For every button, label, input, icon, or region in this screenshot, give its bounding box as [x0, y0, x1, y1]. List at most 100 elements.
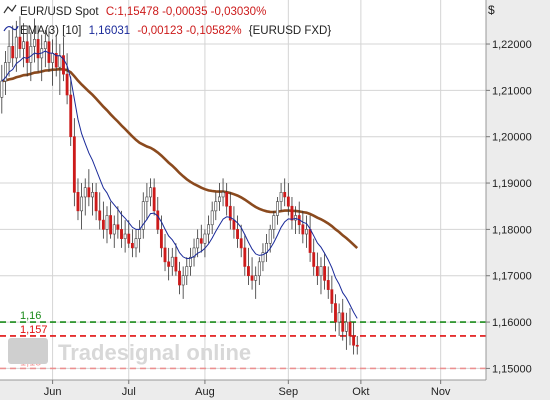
candle-down[interactable]: [178, 270, 181, 286]
candle-down[interactable]: [69, 94, 73, 138]
candle-up[interactable]: [43, 41, 47, 49]
candle-up[interactable]: [80, 196, 84, 212]
candle-down[interactable]: [301, 224, 305, 235]
candle-down[interactable]: [334, 303, 337, 323]
candle-down[interactable]: [127, 233, 131, 244]
candle-up[interactable]: [276, 201, 279, 216]
candle-up[interactable]: [14, 36, 18, 59]
candle-up[interactable]: [29, 46, 33, 63]
candle-up[interactable]: [221, 192, 225, 198]
candle-down[interactable]: [247, 266, 250, 277]
candle-down[interactable]: [348, 321, 352, 337]
candle-down[interactable]: [352, 335, 356, 346]
candle-down[interactable]: [355, 344, 359, 347]
candle-up[interactable]: [188, 256, 192, 267]
candle-up[interactable]: [218, 196, 221, 202]
candle-down[interactable]: [101, 219, 105, 230]
candle-up[interactable]: [51, 52, 55, 63]
candle-up[interactable]: [7, 46, 11, 63]
candle-down[interactable]: [312, 252, 316, 267]
legend-indicator-value: 1,16031: [89, 25, 131, 37]
candle-down[interactable]: [290, 205, 294, 221]
candle-down[interactable]: [65, 73, 69, 96]
candle-down[interactable]: [25, 41, 29, 63]
candle-up[interactable]: [138, 229, 142, 239]
candle-up[interactable]: [344, 321, 348, 332]
candle-up[interactable]: [4, 62, 7, 82]
candle-down[interactable]: [174, 256, 178, 272]
ema-short-line[interactable]: [1, 50, 358, 319]
candle-up[interactable]: [207, 224, 210, 235]
candle-up[interactable]: [214, 201, 218, 212]
candle-up[interactable]: [185, 266, 189, 277]
candle-down[interactable]: [341, 312, 345, 332]
candle-up[interactable]: [22, 41, 25, 49]
candle-down[interactable]: [72, 136, 76, 193]
candle-down[interactable]: [94, 192, 98, 212]
candle-down[interactable]: [98, 210, 102, 221]
candle-down[interactable]: [76, 192, 80, 212]
candle-up[interactable]: [145, 196, 149, 202]
candle-up[interactable]: [261, 252, 265, 263]
candle-down[interactable]: [156, 210, 160, 230]
candle-up[interactable]: [58, 55, 62, 68]
candle-up[interactable]: [196, 238, 200, 249]
candle-down[interactable]: [286, 196, 290, 207]
candle-up[interactable]: [203, 233, 207, 244]
candle-down[interactable]: [130, 242, 134, 249]
candle-up[interactable]: [294, 215, 298, 221]
candle-down[interactable]: [159, 229, 163, 249]
candle-up[interactable]: [0, 80, 4, 98]
candle-down[interactable]: [323, 266, 327, 281]
candle-down[interactable]: [87, 187, 91, 198]
candle-up[interactable]: [123, 233, 127, 239]
candle-up[interactable]: [257, 261, 261, 277]
candle-down[interactable]: [199, 238, 203, 244]
candle-down[interactable]: [54, 52, 58, 68]
candle-up[interactable]: [254, 275, 258, 281]
candle-down[interactable]: [250, 275, 254, 281]
y-tick-label: 1,18000: [492, 224, 532, 236]
candle-down[interactable]: [120, 229, 123, 239]
candle-up[interactable]: [170, 256, 174, 267]
candle-up[interactable]: [91, 192, 94, 198]
candle-up[interactable]: [319, 266, 323, 277]
candle-up[interactable]: [149, 187, 152, 198]
candle-down[interactable]: [62, 55, 65, 75]
ema-long-line[interactable]: [1, 67, 359, 250]
candle-down[interactable]: [326, 280, 330, 290]
candle-down[interactable]: [109, 215, 113, 235]
candle-down[interactable]: [228, 205, 232, 221]
candle-up[interactable]: [134, 238, 138, 249]
candle-down[interactable]: [167, 261, 171, 267]
candle-up[interactable]: [305, 229, 308, 235]
candle-up[interactable]: [192, 247, 196, 258]
candle-down[interactable]: [330, 289, 334, 304]
candle-down[interactable]: [116, 224, 120, 230]
candle-down[interactable]: [239, 238, 243, 249]
candle-up[interactable]: [181, 275, 185, 286]
candle-down[interactable]: [18, 36, 22, 49]
candle-down[interactable]: [308, 229, 312, 253]
candle-down[interactable]: [315, 266, 319, 277]
candle-down[interactable]: [36, 39, 40, 59]
candle-up[interactable]: [105, 215, 109, 230]
candle-up[interactable]: [337, 312, 341, 323]
candle-up[interactable]: [210, 210, 214, 226]
candle-up[interactable]: [112, 224, 116, 235]
candle-up[interactable]: [141, 201, 145, 230]
candle-down[interactable]: [243, 247, 247, 267]
candle-up[interactable]: [268, 229, 272, 244]
candle-up[interactable]: [272, 215, 276, 230]
candle-up[interactable]: [33, 39, 36, 47]
candle-down[interactable]: [11, 46, 15, 59]
candle-down[interactable]: [283, 192, 287, 198]
candle-down[interactable]: [152, 187, 156, 212]
candle-down[interactable]: [163, 247, 167, 263]
candle-up[interactable]: [83, 187, 87, 198]
candle-down[interactable]: [225, 192, 229, 207]
candle-down[interactable]: [232, 219, 236, 230]
candle-down[interactable]: [236, 229, 239, 239]
candle-up[interactable]: [279, 192, 283, 202]
